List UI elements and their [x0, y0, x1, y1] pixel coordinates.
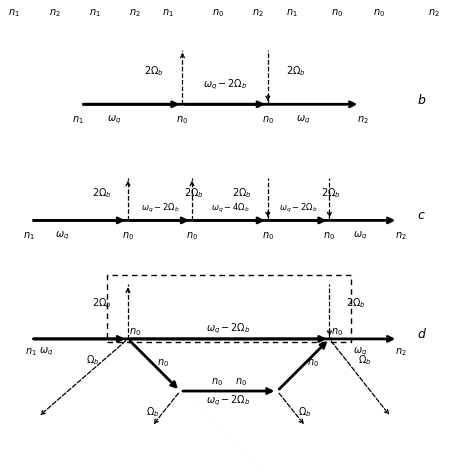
Text: $\omega_q-2\Omega_b$: $\omega_q-2\Omega_b$	[207, 321, 251, 336]
Text: $\omega_q$: $\omega_q$	[296, 114, 310, 126]
Text: $\omega_q$: $\omega_q$	[353, 346, 367, 358]
Text: $\omega_q-4\Omega_b$: $\omega_q-4\Omega_b$	[210, 202, 249, 215]
Text: $n_0$: $n_0$	[323, 230, 336, 242]
Text: $n_0$: $n_0$	[157, 357, 170, 368]
Text: $n_0$: $n_0$	[211, 377, 223, 388]
Text: $n_1$: $n_1$	[73, 114, 84, 126]
Text: $2\Omega_b$: $2\Omega_b$	[183, 186, 203, 200]
Text: $n_1$: $n_1$	[25, 346, 36, 358]
Text: $n_1$: $n_1$	[286, 8, 297, 19]
Text: $2\Omega_b$: $2\Omega_b$	[321, 186, 341, 200]
Text: $n_2$: $n_2$	[357, 114, 368, 126]
Text: $n_0$: $n_0$	[122, 230, 134, 242]
Text: $\omega_q$: $\omega_q$	[55, 230, 69, 242]
Text: $\omega_q-2\Omega_b$: $\omega_q-2\Omega_b$	[207, 393, 251, 408]
Text: $n_0$: $n_0$	[129, 327, 141, 338]
Text: $\Omega_b$: $\Omega_b$	[358, 353, 372, 367]
Text: $n_1$: $n_1$	[163, 8, 174, 19]
Text: $2\Omega_b$: $2\Omega_b$	[92, 186, 112, 200]
Text: $n_0$: $n_0$	[176, 114, 189, 126]
Text: $b$: $b$	[417, 92, 427, 107]
Text: $n_0$: $n_0$	[330, 8, 343, 19]
Text: $2\Omega_b$: $2\Omega_b$	[144, 64, 164, 79]
Text: $\omega_q$: $\omega_q$	[107, 114, 121, 126]
Text: $n_0$: $n_0$	[262, 114, 274, 126]
Text: $2\Omega_b$: $2\Omega_b$	[232, 186, 252, 200]
Text: $n_1$: $n_1$	[23, 230, 34, 242]
Text: $\Omega_b$: $\Omega_b$	[86, 353, 99, 367]
Text: $n_0$: $n_0$	[235, 377, 246, 388]
Text: $\omega_q-2\Omega_b$: $\omega_q-2\Omega_b$	[141, 202, 179, 215]
Text: $n_2$: $n_2$	[395, 230, 406, 242]
Text: $n_2$: $n_2$	[395, 346, 406, 358]
Text: $2\Omega_b$: $2\Omega_b$	[346, 297, 365, 310]
Text: $\omega_q$: $\omega_q$	[353, 230, 367, 242]
Text: $d$: $d$	[417, 327, 427, 341]
Text: $n_1$: $n_1$	[9, 8, 20, 19]
Text: $n_0$: $n_0$	[262, 230, 274, 242]
Text: $\omega_q-2\Omega_b$: $\omega_q-2\Omega_b$	[203, 78, 247, 92]
Text: $n_2$: $n_2$	[253, 8, 264, 19]
Text: $\Omega_b$: $\Omega_b$	[146, 405, 159, 419]
Text: $n_0$: $n_0$	[330, 327, 343, 338]
Text: $n_0$: $n_0$	[307, 357, 319, 368]
Text: $n_0$: $n_0$	[186, 230, 198, 242]
Text: $n_2$: $n_2$	[428, 8, 439, 19]
Text: $2\Omega_b$: $2\Omega_b$	[286, 64, 306, 79]
Text: $\omega_q-2\Omega_b$: $\omega_q-2\Omega_b$	[279, 202, 318, 215]
Text: $2\Omega_b$: $2\Omega_b$	[92, 297, 112, 310]
Text: $\omega_q$: $\omega_q$	[39, 346, 53, 358]
Text: $c$: $c$	[417, 209, 426, 222]
Text: $n_2$: $n_2$	[129, 8, 141, 19]
Text: $\Omega_b$: $\Omega_b$	[298, 405, 311, 419]
Text: $n_1$: $n_1$	[89, 8, 100, 19]
Text: $n_0$: $n_0$	[212, 8, 224, 19]
Text: $n_2$: $n_2$	[49, 8, 60, 19]
Text: $n_0$: $n_0$	[373, 8, 385, 19]
